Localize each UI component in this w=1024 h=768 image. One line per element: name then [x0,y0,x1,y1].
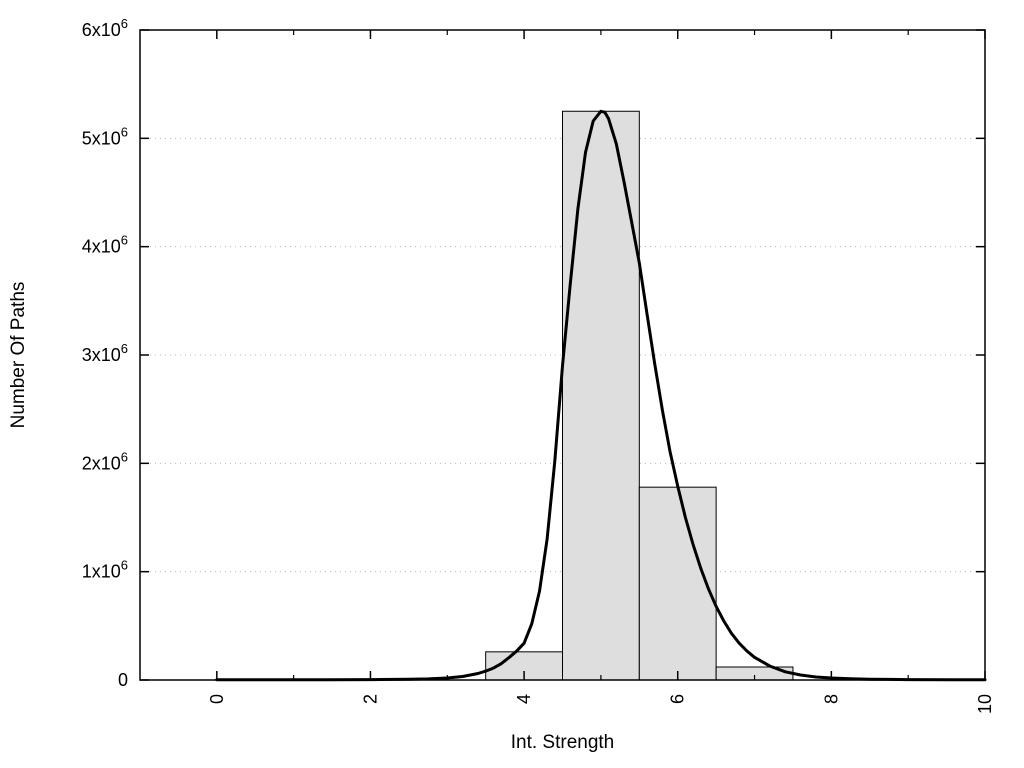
x-tick-label: 6 [668,694,688,704]
y-axis: 0 1x106 2x106 3x106 4x106 5x106 6x106 [82,16,985,690]
y-tick-label: 4x106 [82,233,128,257]
histogram-bar [562,110,640,681]
x-tick-label: 10 [975,694,995,714]
x-axis-title: Int. Strength [511,732,615,753]
y-tick-label: 3x106 [82,341,128,365]
y-tick-label: 0 [118,670,128,690]
x-axis: 0 2 4 6 8 10 [207,30,995,714]
x-tick-label: 2 [360,694,380,704]
x-tick-label: 8 [821,694,841,704]
y-tick-label: 5x106 [82,124,128,148]
y-tick-label: 1x106 [82,558,128,582]
x-tick-label: 4 [514,694,534,704]
density-curve [215,109,987,682]
x-tick-label: 0 [207,694,227,704]
y-tick-label: 6x106 [82,16,128,40]
y-tick-label: 2x106 [82,449,128,473]
histogram-bar [638,486,717,681]
y-axis-title: Number Of Paths [8,282,29,429]
grid-lines [140,137,985,573]
